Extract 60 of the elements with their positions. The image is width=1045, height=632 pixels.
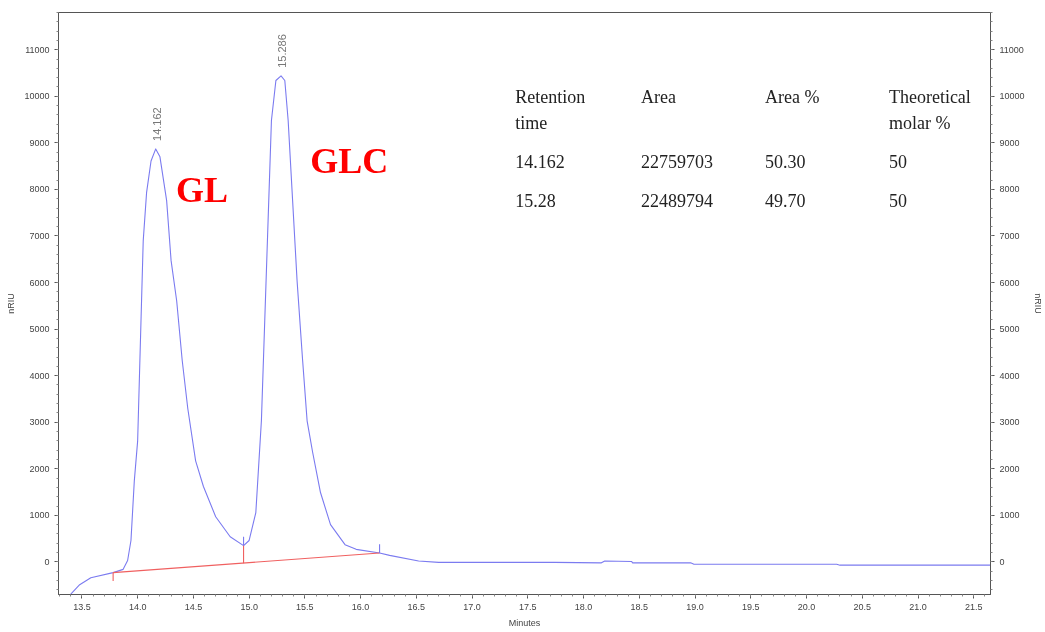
x-tick-label: 17.5 [519, 601, 537, 612]
x-tick-label: 14.0 [128, 601, 147, 612]
y-tick-label: 7000 [29, 230, 50, 241]
annotation: 50 [888, 190, 907, 211]
x-tick-label: 21.0 [909, 601, 927, 612]
x-tick-label: 20.0 [797, 601, 816, 612]
y2-tick-label: 5000 [999, 324, 1020, 335]
y2-tick-label: 6000 [999, 277, 1020, 288]
annotation: 15.28 [515, 190, 556, 211]
annotation: 49.70 [764, 190, 806, 211]
y-tick-label: 6000 [29, 277, 50, 288]
y-tick-label: 4000 [29, 370, 50, 381]
x-tick-label: 19.0 [686, 601, 704, 612]
x-tick-label: 18.0 [574, 601, 593, 612]
y-tick-label: 11000 [25, 44, 50, 55]
y2-tick-label: 1000 [999, 510, 1020, 521]
y2-tick-label: 3000 [999, 417, 1020, 428]
y-tick-label: 1000 [29, 510, 50, 521]
y2-tick-label: 9000 [999, 137, 1020, 148]
annotation: GLC [310, 140, 389, 181]
x-tick-label: 16.5 [407, 601, 426, 612]
y2-tick-label: 7000 [999, 230, 1020, 241]
x-tick-label: 17.0 [463, 601, 481, 612]
annotation: 14.162 [515, 152, 565, 173]
y-tick-label: 10000 [24, 91, 50, 102]
y-tick-label: 3000 [29, 417, 50, 428]
annotation: GL [175, 169, 228, 210]
y-tick-label: 8000 [29, 184, 50, 195]
x-tick-label: 18.5 [630, 601, 649, 612]
annotation: 15.286 [276, 34, 289, 68]
annotation: 22759703 [641, 152, 713, 173]
y2-tick-label: 0 [999, 556, 1005, 567]
annotation: Area % [764, 87, 820, 107]
x-tick-label: 13.5 [73, 601, 91, 612]
y-axis-title: nRIU [6, 293, 17, 314]
annotation: 14.162 [150, 107, 163, 141]
x-tick-label: 20.5 [853, 601, 872, 612]
annotation: 50 [888, 152, 907, 173]
annotation: Theoretical molar % [888, 87, 971, 133]
y2-tick-label: 11000 [999, 44, 1024, 55]
y-tick-label: 0 [44, 556, 50, 567]
y2-tick-label: 8000 [999, 184, 1020, 195]
x-tick-label: 15.0 [240, 601, 258, 612]
x-tick-label: 16.0 [351, 601, 370, 612]
y-tick-label: 2000 [29, 463, 50, 474]
annotation: Retention time [515, 87, 586, 133]
x-tick-label: 19.5 [742, 601, 760, 612]
x-tick-label: 21.5 [965, 601, 983, 612]
annotation: Area [641, 87, 676, 107]
x-tick-label: 14.5 [184, 601, 203, 612]
annotation: 22489794 [641, 190, 713, 211]
y2-tick-label: 10000 [999, 91, 1025, 102]
annotation: 50.30 [764, 152, 806, 173]
x-axis-title: Minutes [508, 617, 541, 628]
y-tick-label: 5000 [29, 324, 50, 335]
y-tick-label: 9000 [29, 137, 50, 148]
y2-tick-label: 2000 [999, 463, 1020, 474]
y2-axis-title: nRIU [1032, 293, 1043, 314]
y2-tick-label: 4000 [999, 370, 1020, 381]
x-tick-label: 15.5 [296, 601, 314, 612]
